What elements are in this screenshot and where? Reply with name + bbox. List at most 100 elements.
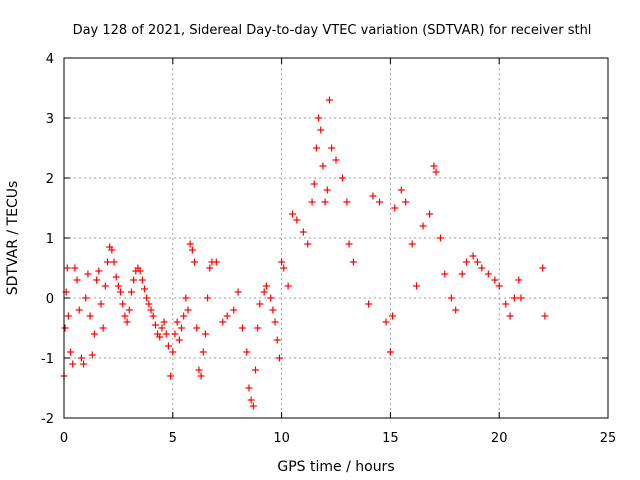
data-point xyxy=(386,348,394,356)
data-point xyxy=(145,300,153,308)
data-point xyxy=(127,288,135,296)
data-point xyxy=(125,306,133,314)
x-tick-label: 5 xyxy=(169,431,177,446)
data-point xyxy=(234,288,242,296)
data-point xyxy=(515,276,523,284)
data-point xyxy=(119,300,127,308)
data-point xyxy=(186,240,194,248)
data-point xyxy=(188,246,196,254)
data-point xyxy=(114,282,122,290)
data-point xyxy=(73,276,81,284)
data-point xyxy=(147,306,155,314)
data-point xyxy=(206,264,214,272)
data-point xyxy=(193,324,201,332)
axis-ticks: -2 -1 0 1 2 3 4 0 5 10 15 20 25 xyxy=(41,52,616,446)
data-point xyxy=(502,300,510,308)
data-point xyxy=(61,324,69,332)
y-tick-label: -2 xyxy=(41,412,54,427)
data-point xyxy=(308,198,316,206)
data-point xyxy=(178,324,186,332)
data-point xyxy=(104,258,112,266)
data-point xyxy=(151,321,159,329)
data-point xyxy=(64,312,72,320)
data-point xyxy=(473,258,481,266)
data-point xyxy=(199,348,207,356)
data-point xyxy=(123,318,131,326)
data-point xyxy=(149,312,157,320)
data-point xyxy=(191,258,199,266)
data-point xyxy=(99,324,107,332)
data-point xyxy=(63,264,71,272)
data-point xyxy=(164,342,172,350)
data-point xyxy=(339,174,347,182)
data-point xyxy=(251,366,259,374)
data-point xyxy=(117,288,125,296)
x-axis-label: GPS time / hours xyxy=(277,459,394,475)
data-point xyxy=(432,168,440,176)
data-point xyxy=(484,270,492,278)
data-point xyxy=(288,210,296,218)
data-point xyxy=(212,258,220,266)
x-tick-label: 10 xyxy=(273,431,290,446)
data-point xyxy=(469,252,477,260)
data-point xyxy=(539,264,547,272)
data-point xyxy=(249,402,257,410)
data-point xyxy=(75,306,83,314)
data-point xyxy=(167,372,175,380)
data-point xyxy=(447,294,455,302)
data-point xyxy=(463,258,471,266)
data-point xyxy=(458,270,466,278)
data-point xyxy=(245,384,253,392)
data-point xyxy=(310,180,318,188)
data-point xyxy=(175,336,183,344)
data-point xyxy=(90,330,98,338)
data-point xyxy=(158,324,166,332)
y-tick-label: 0 xyxy=(46,292,54,307)
data-point xyxy=(317,126,325,134)
data-point xyxy=(275,354,283,362)
data-point xyxy=(376,198,384,206)
data-point xyxy=(136,267,144,275)
data-point xyxy=(160,318,168,326)
data-point xyxy=(491,276,499,284)
y-tick-label: -1 xyxy=(41,352,54,367)
data-point xyxy=(278,258,286,266)
data-point xyxy=(67,348,75,356)
data-point xyxy=(304,240,312,248)
y-tick-label: 4 xyxy=(46,52,54,67)
chart-title: Day 128 of 2021, Sidereal Day-to-day VTE… xyxy=(73,23,592,38)
data-point xyxy=(230,306,238,314)
data-point xyxy=(162,330,170,338)
data-point xyxy=(441,270,449,278)
data-point xyxy=(271,318,279,326)
data-point xyxy=(299,228,307,236)
data-point xyxy=(323,186,331,194)
data-point xyxy=(219,318,227,326)
y-tick-label: 1 xyxy=(46,232,54,247)
data-point xyxy=(80,360,88,368)
data-point xyxy=(108,246,116,254)
data-point xyxy=(269,306,277,314)
data-point xyxy=(419,222,427,230)
y-tick-label: 2 xyxy=(46,172,54,187)
data-point xyxy=(86,312,94,320)
data-point xyxy=(343,198,351,206)
data-point xyxy=(389,312,397,320)
data-point xyxy=(408,240,416,248)
data-point xyxy=(452,306,460,314)
data-point xyxy=(506,312,514,320)
data-point xyxy=(436,234,444,242)
data-point xyxy=(84,270,92,278)
data-point xyxy=(223,312,231,320)
data-point xyxy=(328,144,336,152)
data-point xyxy=(430,162,438,170)
data-point xyxy=(345,240,353,248)
data-point xyxy=(280,264,288,272)
data-point xyxy=(180,312,188,320)
data-point xyxy=(426,210,434,218)
x-tick-label: 25 xyxy=(600,431,617,446)
data-point xyxy=(541,312,549,320)
y-tick-label: 3 xyxy=(46,112,54,127)
data-point xyxy=(93,276,101,284)
